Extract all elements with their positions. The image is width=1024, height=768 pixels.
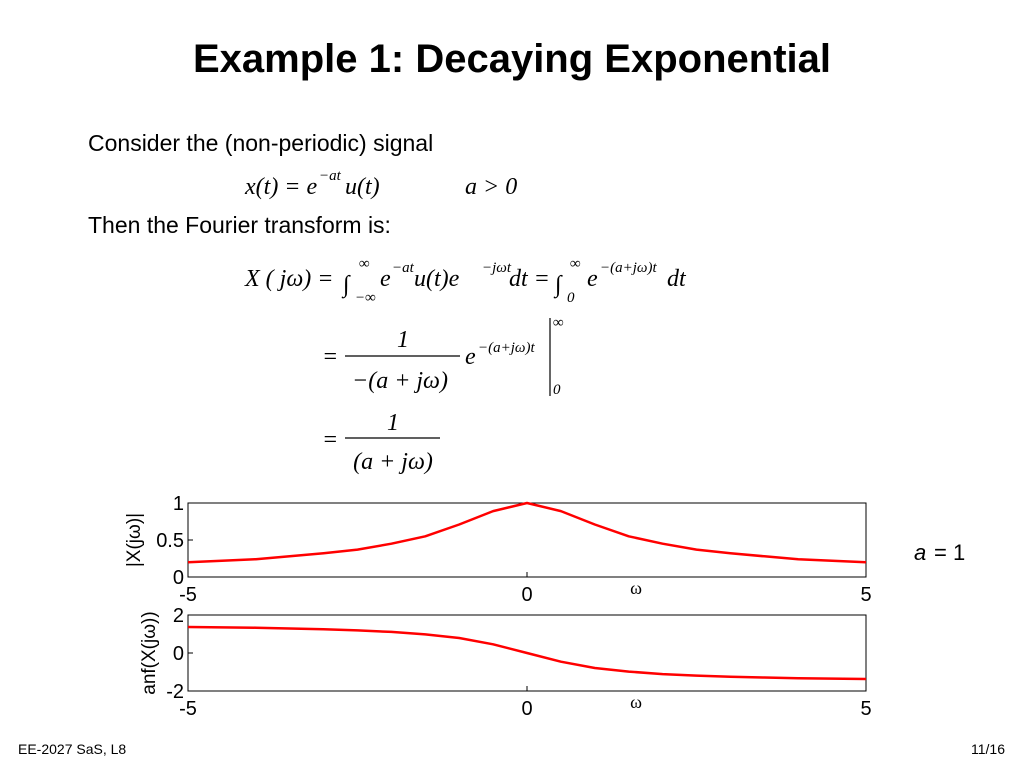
y-axis-label: |X(jω)| — [124, 513, 145, 567]
eq-limit: 0 — [567, 290, 575, 306]
x-tick-label: 5 — [860, 698, 871, 720]
eq-exp: −(a+jω)t — [478, 340, 535, 356]
x-tick-label: 0 — [521, 698, 532, 720]
plot-frame — [187, 502, 867, 578]
x-axis-label: ω — [630, 578, 642, 598]
eq-limit: ∞ — [570, 256, 581, 272]
x-tick-label: -5 — [179, 698, 197, 720]
y-tick-label: 0 — [173, 567, 184, 589]
y-tick-label: 0 — [173, 643, 184, 665]
x-axis-label: ω — [630, 692, 642, 712]
eq-limit: ∞ — [553, 315, 564, 331]
y-tick-label: 0.5 — [156, 530, 184, 552]
annotation: a — [914, 540, 926, 565]
eq-text: dt = — [509, 266, 550, 292]
eq-text: e — [380, 266, 391, 292]
y-tick-label: 2 — [173, 605, 184, 627]
y-tick-label: 1 — [173, 493, 184, 515]
body-text: Then the Fourier transform is: — [88, 212, 391, 238]
eq-text: = — [322, 427, 338, 453]
eq-integral: ∫ — [341, 272, 351, 299]
eq-text: u(t)e — [414, 266, 460, 292]
curve — [187, 625, 867, 681]
eq-text: 1 — [397, 327, 409, 353]
eq-text: = — [322, 344, 338, 370]
footer: 11/16 — [971, 741, 1005, 757]
eq-limit: ∞ — [359, 256, 370, 272]
body-text: Consider the (non-periodic) signal — [88, 130, 433, 156]
eq-text: u(t) — [345, 174, 380, 200]
x-tick-label: -5 — [179, 584, 197, 606]
eq-integral: ∫ — [553, 272, 563, 299]
y-tick-label: -2 — [166, 681, 184, 703]
eq-text: 1 — [387, 410, 399, 436]
footer: EE-2027 SaS, L8 — [18, 741, 126, 757]
eq-text: e — [465, 344, 476, 370]
eq-text: x(t) = e — [244, 174, 318, 200]
eq-exp: −at — [319, 168, 342, 184]
title: Example 1: Decaying Exponential — [193, 37, 831, 81]
y-axis-label: anf(X(jω)) — [139, 611, 160, 694]
eq-text: dt — [667, 266, 687, 292]
eq-text: (a + jω) — [353, 449, 433, 475]
x-tick-label: 5 — [860, 584, 871, 606]
eq-text: a > 0 — [465, 174, 517, 200]
eq-text: −(a + jω) — [352, 368, 448, 394]
x-tick-label: 0 — [521, 584, 532, 606]
eq-limit: −∞ — [355, 290, 376, 306]
curve — [187, 501, 867, 564]
eq-exp: −at — [392, 260, 415, 276]
eq-exp: −(a+jω)t — [600, 260, 657, 276]
eq-text: X ( jω) = — [244, 266, 333, 292]
eq-exp: −jωt — [482, 260, 512, 276]
eq-text: e — [587, 266, 598, 292]
annotation: = 1 — [934, 540, 965, 565]
eq-limit: 0 — [553, 382, 561, 398]
